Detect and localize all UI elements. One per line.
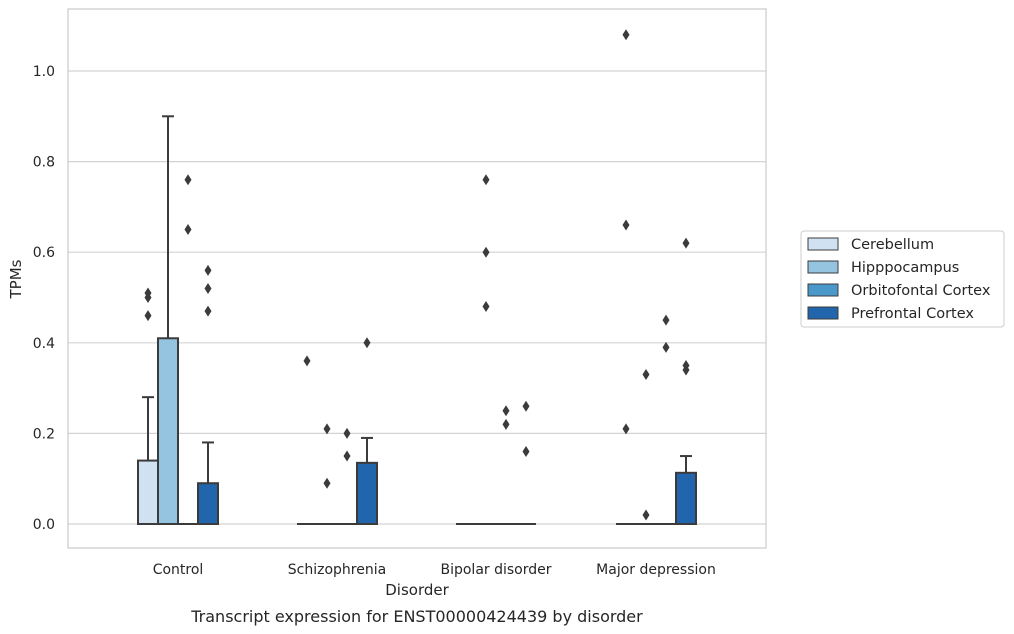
outlier-point	[184, 174, 192, 186]
y-tick-label: 0.8	[33, 155, 55, 171]
x-tick-label: Major depression	[596, 562, 716, 578]
x-axis-label: Disorder	[385, 581, 449, 599]
outlier-point	[662, 341, 670, 353]
outlier-point	[662, 314, 670, 326]
outlier-point	[204, 305, 212, 317]
box-group	[636, 369, 656, 525]
legend-label: Orbitofontal Cortex	[851, 283, 991, 299]
x-axis: Control Schizophrenia Bipolar disorder Majo…	[153, 562, 716, 578]
box-group	[656, 314, 676, 525]
box-group	[496, 405, 516, 525]
outlier-point	[363, 337, 371, 349]
outlier-point	[502, 405, 510, 417]
x-tick-label: Schizophrenia	[288, 562, 386, 578]
outlier-point	[622, 423, 630, 435]
box-group	[675, 237, 697, 526]
chart-caption: Transcript expression for ENST0000042443…	[190, 607, 643, 626]
outlier-point	[144, 310, 152, 322]
outlier-point	[482, 301, 490, 313]
box	[157, 337, 179, 525]
legend-label: Hipppocampus	[851, 260, 959, 276]
legend-frame	[800, 230, 1005, 328]
outlier-point	[682, 359, 690, 371]
outlier-point	[343, 427, 351, 439]
outlier-point	[622, 29, 630, 41]
box-group	[337, 427, 357, 525]
box-group	[197, 264, 219, 526]
outlier-point	[144, 287, 152, 299]
box-group	[616, 29, 636, 525]
legend-swatch	[807, 260, 839, 274]
y-tick-label: 0.6	[33, 245, 55, 261]
legend-swatch	[807, 306, 839, 320]
outlier-point	[682, 237, 690, 249]
x-tick-label: Control	[153, 562, 204, 578]
outlier-point	[343, 450, 351, 462]
legend-swatch	[807, 237, 839, 251]
outlier-point	[184, 224, 192, 236]
outlier-point	[303, 355, 311, 367]
box-group	[476, 174, 496, 525]
legend: Cerebellum Hipppocampus Orbitofontal Corte…	[800, 230, 1005, 328]
box-group	[157, 115, 179, 525]
box-series	[137, 29, 697, 526]
y-tick-label: 0.2	[33, 426, 55, 442]
outlier-point	[323, 477, 331, 489]
box-group	[317, 423, 337, 525]
plot-frame	[67, 8, 767, 549]
x-tick-label: Bipolar disorder	[440, 562, 551, 578]
y-tick-label: 1.0	[33, 64, 55, 80]
legend-label: Prefrontal Cortex	[851, 306, 974, 322]
legend-swatch	[807, 283, 839, 297]
box	[137, 459, 159, 525]
box	[356, 461, 378, 525]
outlier-point	[522, 400, 530, 412]
box-group	[516, 400, 536, 525]
outlier-point	[522, 446, 530, 458]
y-tick-label: 0.0	[33, 517, 55, 533]
outlier-point	[502, 418, 510, 430]
box-group	[178, 174, 198, 525]
outlier-point	[204, 264, 212, 276]
outlier-point	[482, 246, 490, 258]
box-group	[137, 287, 159, 525]
outlier-point	[204, 282, 212, 294]
y-tick-label: 0.4	[33, 336, 55, 352]
legend-label: Cerebellum	[851, 237, 934, 253]
box-group	[297, 355, 317, 525]
outlier-point	[642, 509, 650, 521]
box	[197, 482, 219, 526]
y-axis: 0.0 0.2 0.4 0.6 0.8 1.0	[33, 64, 55, 533]
y-axis-label: TPMs	[7, 259, 25, 299]
outlier-point	[323, 423, 331, 435]
outlier-point	[482, 174, 490, 186]
box-group	[356, 337, 378, 525]
box	[675, 471, 697, 526]
outlier-point	[622, 219, 630, 231]
outlier-point	[642, 369, 650, 381]
